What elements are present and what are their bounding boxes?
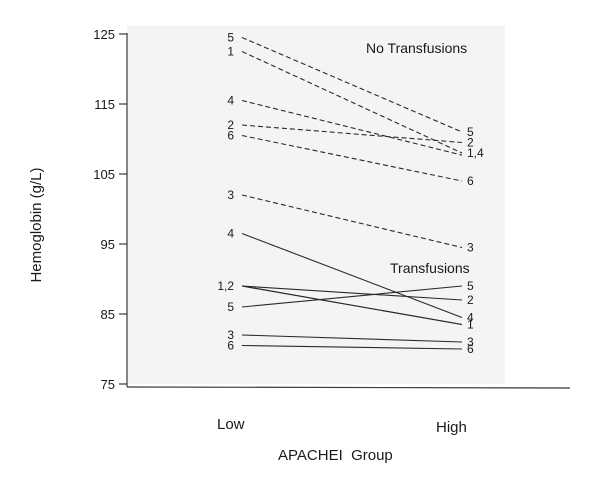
series-label-low: 6	[227, 339, 234, 353]
series-label-high: 2	[467, 293, 474, 307]
series-label-low: 5	[227, 300, 234, 314]
series-line	[241, 232, 463, 319]
series-lines	[241, 36, 463, 350]
series-label-low: 5	[227, 31, 234, 45]
y-tick-label: 95	[101, 237, 115, 252]
series-line	[241, 51, 463, 154]
series-line	[241, 334, 463, 343]
series-label-high: 3	[467, 335, 474, 349]
series-line	[241, 99, 463, 156]
series-line	[241, 134, 463, 182]
group-label-no-transfusions: No Transfusions	[366, 40, 467, 56]
series-label-low: 1,2	[217, 279, 234, 293]
series-line	[241, 285, 463, 326]
y-ticks: 125 115 105 95 85 75	[93, 27, 127, 392]
series-line	[241, 124, 463, 144]
series-label-high: 2	[467, 136, 474, 150]
y-tick-label: 115	[94, 97, 115, 112]
series-line	[241, 344, 463, 350]
x-axis-line	[126, 386, 571, 389]
y-tick-label: 125	[93, 27, 115, 42]
series-label-high: 4	[467, 311, 474, 325]
series-label-low: 4	[227, 227, 234, 241]
series-label-high: 5	[467, 125, 474, 139]
series-line	[241, 194, 463, 249]
series-label-low: 3	[227, 328, 234, 342]
y-tick-label: 75	[101, 377, 115, 392]
series-label-high: 6	[467, 174, 474, 188]
series-label-high: 1,4	[467, 146, 484, 160]
series-label-low: 1	[227, 45, 234, 59]
x-tick-label-high: High	[436, 419, 467, 436]
series-label-low: 3	[227, 188, 234, 202]
series-label-low: 4	[227, 94, 234, 108]
series-label-high: 1	[467, 318, 474, 332]
y-tick-label: 85	[101, 307, 115, 322]
y-axis-title: Hemoglobin (g/L)	[28, 167, 45, 282]
series-line	[241, 285, 463, 301]
series-label-high: 5	[467, 279, 474, 293]
series-label-high: 3	[467, 241, 474, 255]
plot-panel	[127, 26, 505, 384]
x-axis-title: APACHEI Group	[278, 447, 393, 464]
series-label-low: 6	[227, 129, 234, 143]
series-line	[241, 285, 463, 308]
series-label-high: 6	[467, 342, 474, 356]
y-tick-label: 105	[93, 167, 115, 182]
x-tick-label-low: Low	[217, 416, 245, 433]
group-label-transfusions: Transfusions	[390, 260, 470, 276]
series-label-low: 2	[227, 118, 234, 132]
